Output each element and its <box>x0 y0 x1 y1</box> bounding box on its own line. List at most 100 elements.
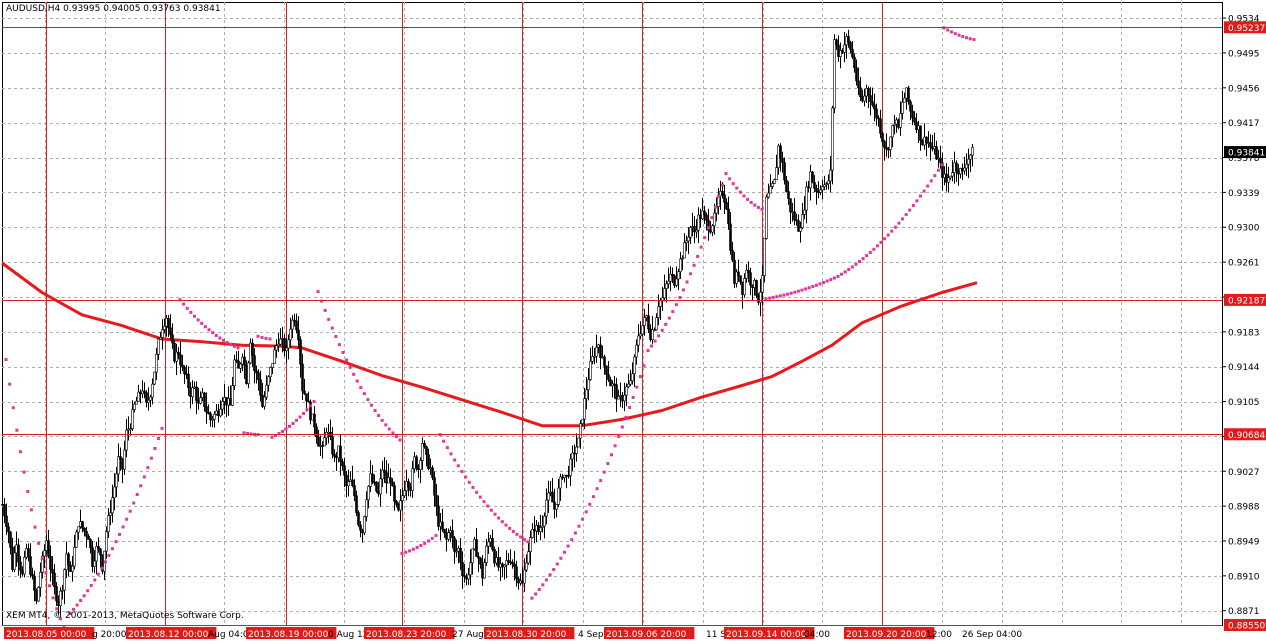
time-tick-label: 04:00 <box>804 630 830 640</box>
price-tick-label: 0.9534 <box>1228 15 1260 25</box>
sar-dot <box>114 540 118 544</box>
time-marker-label: 2013.09.06 20:00 <box>606 630 687 640</box>
sar-dot <box>570 538 574 542</box>
sar-dot <box>284 427 288 431</box>
candle-body <box>739 275 742 283</box>
sar-dot <box>464 475 468 479</box>
time-marker-label: 2013.08.19 00:00 <box>248 630 329 640</box>
candle-body <box>69 564 72 572</box>
candle-body <box>203 392 206 407</box>
candle-body <box>167 317 170 329</box>
time-marker-label: 2013.08.30 20:00 <box>486 630 567 640</box>
candle-body <box>81 521 84 529</box>
sar-dot <box>68 611 72 615</box>
candle-body <box>437 505 440 527</box>
sar-dot <box>268 337 272 341</box>
candle-body <box>225 397 228 406</box>
sar-dot <box>588 502 592 506</box>
sar-dot <box>260 335 264 339</box>
sar-dot <box>613 444 617 448</box>
candle-body <box>515 566 518 580</box>
sar-dot <box>957 33 961 37</box>
sar-dot <box>825 279 829 283</box>
candle-body <box>603 356 606 367</box>
sar-dot <box>631 395 635 399</box>
candle-body <box>293 319 296 322</box>
candle-body <box>543 515 546 527</box>
candle-body <box>513 563 516 568</box>
time-tick-label: 27 Aug <box>452 630 484 640</box>
candle-body <box>147 399 150 403</box>
sar-dot <box>720 183 724 187</box>
sar-dot <box>249 432 253 436</box>
candle-body <box>497 557 500 568</box>
sar-dot <box>345 358 349 362</box>
sar-dot <box>394 435 398 439</box>
sar-dot <box>782 293 786 297</box>
sar-dot <box>664 322 668 326</box>
sar-dot <box>858 260 862 264</box>
candle-body <box>849 42 852 50</box>
sar-dot <box>214 333 218 337</box>
candle-body <box>91 547 94 567</box>
sar-dot <box>400 551 404 555</box>
candle-body <box>939 157 942 164</box>
sar-dot <box>309 404 312 408</box>
candle-body <box>859 87 862 97</box>
sar-dot <box>320 299 324 303</box>
candle-body <box>965 163 968 169</box>
sar-dot <box>760 207 764 211</box>
candle-body <box>493 549 496 564</box>
candle-body <box>745 269 748 279</box>
sar-dot <box>548 573 552 577</box>
candle-body <box>115 473 118 488</box>
candle-body <box>393 485 396 502</box>
sar-dot <box>563 550 567 554</box>
candle-body <box>359 524 362 531</box>
sar-dot <box>288 424 291 428</box>
candle-body <box>143 390 146 394</box>
sar-dot <box>756 205 760 209</box>
candle-body <box>259 379 262 396</box>
sar-dot <box>445 446 449 450</box>
sar-dot <box>778 294 782 298</box>
price-level-label: 0.88550 <box>1228 622 1265 632</box>
candle-body <box>525 562 528 571</box>
candle-body <box>145 392 148 403</box>
candle-body <box>135 400 138 405</box>
candle-body <box>655 317 658 331</box>
sar-dot <box>591 495 595 499</box>
sar-dot <box>904 213 908 217</box>
candle-body <box>799 227 802 232</box>
sar-dot <box>522 538 526 542</box>
candle-body <box>913 117 916 123</box>
candle-body <box>893 123 896 126</box>
sar-dot <box>475 490 479 494</box>
candle-body <box>31 574 34 577</box>
sar-dot <box>110 547 114 551</box>
candle-body <box>695 229 698 233</box>
candle-body <box>607 374 610 381</box>
candle-body <box>581 418 584 424</box>
candle-body <box>249 342 252 364</box>
candle-body <box>539 527 542 532</box>
candle-body <box>707 219 710 231</box>
candle-body <box>365 499 368 518</box>
sar-dot <box>121 525 125 529</box>
time-axis[interactable]: 2013.08.05 00:00 g 20:00 2013.08.12 00:00 A… <box>4 627 1022 640</box>
sar-dot <box>786 292 790 296</box>
candle-body <box>679 258 682 272</box>
sar-dot <box>696 254 700 258</box>
candle-body <box>551 491 554 503</box>
candle-body <box>629 380 632 385</box>
candle-body <box>749 272 752 286</box>
candle-body <box>371 473 374 483</box>
sar-dot <box>642 364 646 368</box>
candle-body <box>71 565 74 572</box>
candle-body <box>211 418 214 421</box>
price-axis[interactable]: 0.9534 0.9495 0.9456 0.9417 0.9378 0.9339 0.93… <box>1222 15 1266 632</box>
candle-body <box>875 108 878 119</box>
sar-dot <box>270 435 274 439</box>
sar-dot <box>281 429 284 433</box>
